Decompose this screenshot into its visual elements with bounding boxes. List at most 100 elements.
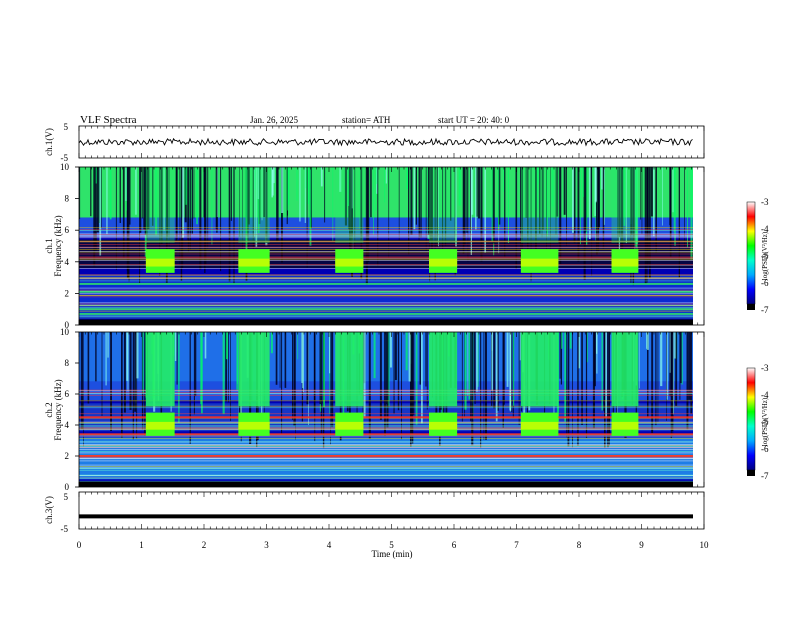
spectrogram-line <box>79 253 693 255</box>
ch1-ytick-label: 8 <box>65 194 70 204</box>
spectrogram-streak <box>577 332 581 369</box>
spectrogram-line <box>79 229 693 231</box>
spectrogram-streak <box>307 167 310 205</box>
ch2-colorbar-label: log(PSD)(V²/Hz) <box>761 397 769 446</box>
spectrogram-line <box>79 317 693 319</box>
spectrogram-streak <box>648 167 651 279</box>
spectrogram-streak <box>639 332 640 389</box>
spectrogram-streak <box>666 332 667 421</box>
spectrogram-line <box>79 246 693 248</box>
spectrogram-line <box>79 268 693 269</box>
spectrogram-streak <box>163 167 165 231</box>
spectrogram-line <box>79 289 693 291</box>
spectrogram-streak <box>344 167 347 226</box>
spectrogram-streak <box>408 332 411 382</box>
spectrogram-streak <box>304 167 306 223</box>
spectrogram-streak <box>201 332 203 414</box>
spectrogram-main-line <box>79 282 693 285</box>
spectrogram-line <box>79 305 693 307</box>
spectrogram-streak <box>415 167 417 225</box>
spectrogram-streak <box>470 332 471 422</box>
spectrogram-streak <box>257 167 260 233</box>
ch2-spectrogram-yticks: 0 2 4 6 8 10 <box>60 327 79 492</box>
spectrogram-streak <box>394 332 397 381</box>
spectrogram-streak <box>122 167 125 258</box>
spectrogram-streak <box>563 167 566 215</box>
spectrogram-line <box>79 302 693 304</box>
spectrogram-streak <box>87 332 90 404</box>
spectrogram-streak <box>226 332 228 360</box>
burst-upper <box>611 167 639 243</box>
spectrogram-streak <box>376 167 378 185</box>
ch1-ytick-label: 2 <box>65 288 70 298</box>
time-axis-tick-label: 10 <box>700 540 710 550</box>
spectrogram-streak <box>431 167 433 267</box>
spectrogram-line <box>79 258 693 259</box>
spectrogram-line <box>79 445 693 447</box>
spectrogram-line <box>79 251 693 252</box>
spectrogram-streak <box>324 167 326 223</box>
ch2-colorbar-tick: -6 <box>761 444 769 454</box>
spectrogram-line <box>79 258 693 260</box>
spectrogram-streak <box>377 167 379 267</box>
spectrogram-streak <box>421 332 423 424</box>
spectrogram-line <box>79 230 693 231</box>
spectrogram-streak <box>178 332 180 423</box>
spectrogram-streak <box>597 167 599 232</box>
spectrogram-streak <box>155 167 158 236</box>
spectrogram-streak <box>347 167 350 206</box>
time-axis-ticks: 0 1 2 3 4 5 6 7 8 9 10 <box>77 126 709 550</box>
spectrogram-streak <box>384 332 386 437</box>
spectrogram-streak <box>427 167 430 235</box>
spectrogram-line <box>79 437 693 439</box>
spectrogram-streak <box>478 167 481 219</box>
spectrogram-line <box>79 287 693 289</box>
spectrogram-line <box>79 444 693 446</box>
spectrogram-streak <box>168 167 170 260</box>
time-axis-label: Time (min) <box>372 549 413 559</box>
spectrogram-line <box>79 249 693 250</box>
spectrogram-streak <box>426 332 428 410</box>
spectrogram-streak <box>605 332 607 418</box>
spectrogram-streak <box>601 167 604 190</box>
spectrogram-streak <box>653 167 655 237</box>
spectrogram-main-line <box>79 308 693 311</box>
spectrogram-streak <box>473 332 475 395</box>
spectrogram-streak <box>323 332 325 408</box>
spectrogram-streak <box>230 167 232 221</box>
spectrogram-streak <box>281 167 283 263</box>
spectrogram-line <box>79 234 693 235</box>
burst-upper <box>520 167 559 243</box>
spectrogram-streak <box>503 167 505 192</box>
spectrogram-streak <box>332 167 334 241</box>
spectrogram-streak <box>367 167 370 262</box>
spectrogram-line <box>79 452 693 454</box>
spectrogram-line <box>79 241 693 243</box>
spectrogram-streak <box>216 167 218 218</box>
spectrogram-streak <box>152 167 154 226</box>
spectrogram-streak <box>425 332 427 387</box>
spectrogram-streak <box>388 167 390 258</box>
burst-upper <box>429 332 458 407</box>
spectrogram-streak <box>415 332 418 425</box>
spectrogram-streak <box>559 167 562 265</box>
ch1-waveform-panel: 5 -5 ch.1(V) <box>44 122 705 163</box>
spectrogram-line <box>79 235 693 236</box>
spectrogram-streak <box>242 167 243 258</box>
spectrogram-streak <box>186 167 188 240</box>
spectrogram-line <box>79 474 693 476</box>
spectrogram-streak <box>418 167 420 244</box>
spectrogram-streak <box>541 167 543 238</box>
spectrogram-streak <box>211 167 213 245</box>
spectrogram-streak <box>530 167 532 282</box>
spectrogram-line <box>79 480 693 482</box>
burst-core-bright <box>520 258 559 267</box>
spectrogram-streak <box>239 167 240 237</box>
burst-upper <box>145 167 175 243</box>
ch1-colorbar-tick: -5 <box>761 251 769 261</box>
spectrogram-streak <box>650 167 653 217</box>
spectrogram-streak <box>640 167 641 220</box>
spectrogram-streak <box>93 167 96 267</box>
spectrogram-streak <box>413 167 416 230</box>
spectrogram-main-line <box>79 290 693 293</box>
